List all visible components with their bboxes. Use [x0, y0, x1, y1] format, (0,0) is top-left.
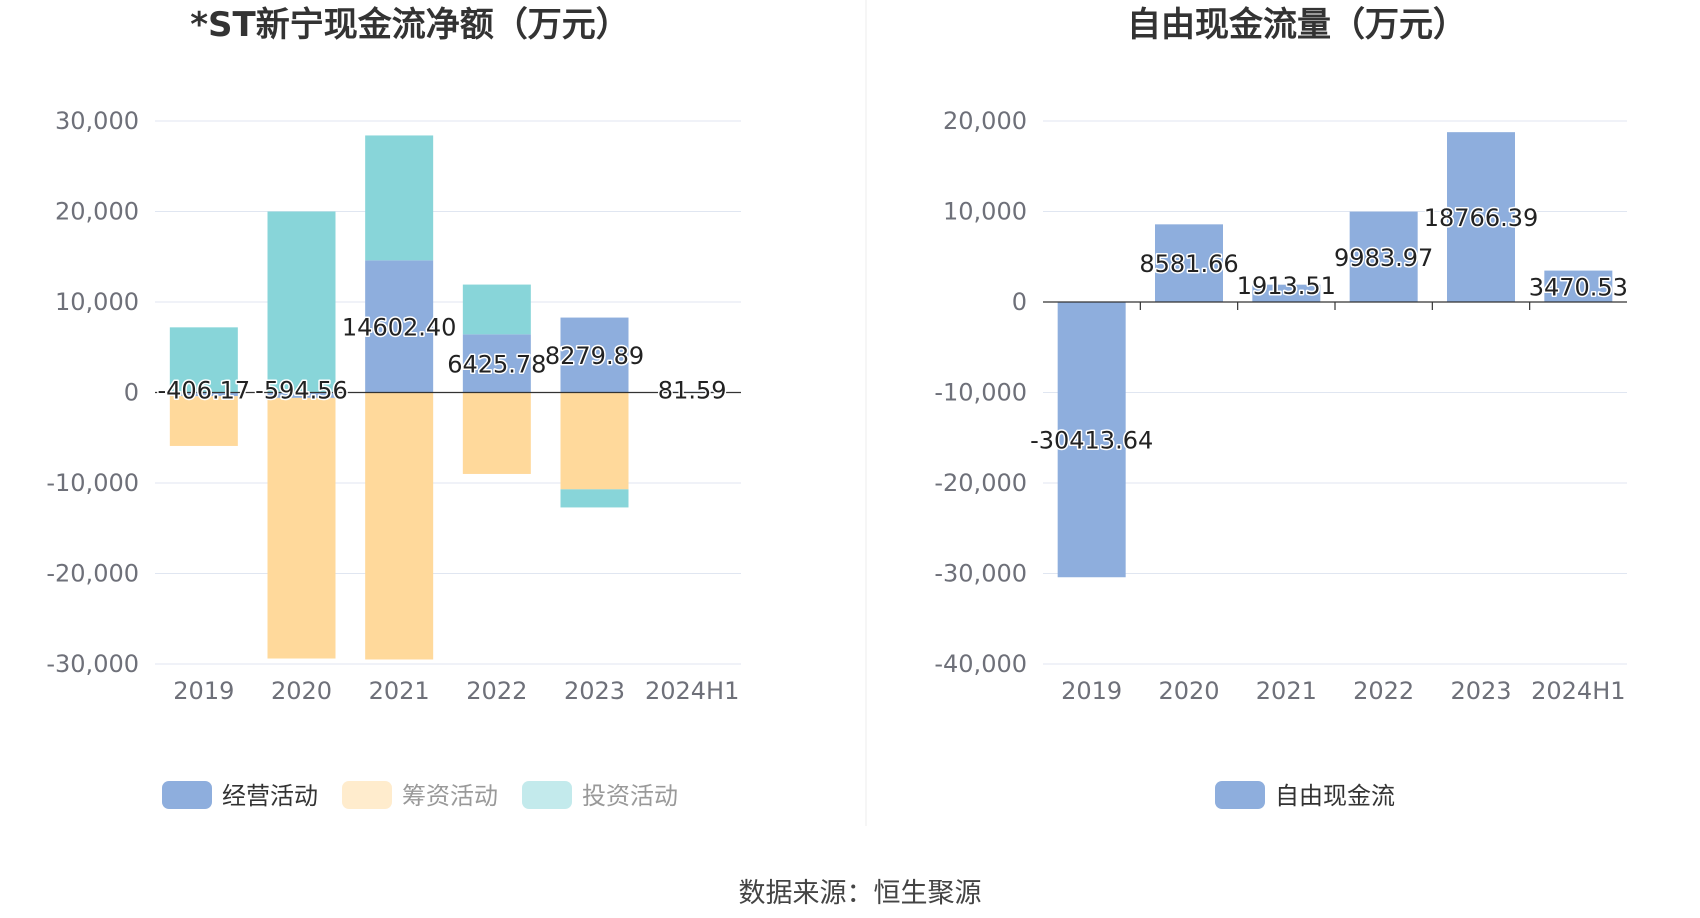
legend-label[interactable]: 自由现金流: [1275, 782, 1395, 810]
net-cash-flow-chart: *ST新宁现金流净额（万元） 30,000 20,000 10,000 0 -10,00…: [46, 5, 741, 810]
bar---2021[interactable]: [365, 392, 434, 660]
y-tick-label: -10,000: [46, 469, 139, 497]
bar-2020[interactable]: [1155, 224, 1223, 302]
bar---2020[interactable]: [267, 211, 336, 393]
legend-swatch[interactable]: [162, 781, 212, 809]
data-label-2019: -406.17: [158, 377, 251, 405]
free-cash-flow-legend[interactable]: 自由现金流: [1215, 781, 1395, 810]
data-source-note: 数据来源：恒生聚源: [739, 878, 982, 909]
y-tick-label: 20,000: [55, 198, 139, 226]
data-label-2022: 6425.78: [447, 350, 546, 378]
bar-2021[interactable]: [1252, 284, 1321, 302]
free-cash-flow-grid: 20,000 10,000 0 -10,000 -20,000 -30,000 -40,00…: [934, 107, 1627, 678]
x-tick-label: 2023: [1450, 677, 1511, 705]
data-label-2021: 14602.40: [342, 313, 457, 341]
data-label-2024h1: 81.59: [658, 377, 727, 405]
bar---2021[interactable]: [365, 260, 434, 393]
y-tick-label: 20,000: [943, 107, 1027, 135]
net-cash-flow-legend[interactable]: 经营活动 筹资活动 投资活动: [162, 781, 678, 810]
data-label-2023: 18766.39: [1424, 204, 1539, 232]
x-tick-label: 2021: [369, 677, 430, 705]
y-tick-label: 0: [124, 379, 139, 407]
bar---2019[interactable]: [169, 392, 238, 397]
y-tick-label: 10,000: [943, 198, 1027, 226]
net-cash-flow-bars: [169, 135, 727, 660]
y-tick-label: 30,000: [55, 107, 139, 135]
bar-2022[interactable]: [1349, 211, 1418, 302]
data-label-2020: 8581.66: [1139, 250, 1238, 278]
bar---2020[interactable]: [267, 397, 336, 659]
bar---2023[interactable]: [560, 392, 629, 490]
y-tick-label: 10,000: [55, 288, 139, 316]
free-cash-flow-bars: [1057, 132, 1613, 578]
bar---2022[interactable]: [462, 392, 531, 474]
data-label-2019: -30413.64: [1030, 427, 1153, 455]
bar---2023[interactable]: [560, 317, 629, 393]
legend-label[interactable]: 筹资活动: [402, 782, 498, 810]
x-tick-label: 2019: [1061, 677, 1122, 705]
legend-item-2[interactable]: 筹资活动: [342, 781, 498, 810]
y-tick-label: -40,000: [934, 650, 1027, 678]
y-tick-label: 0: [1012, 288, 1027, 316]
free-cash-flow-axis: 2019 2020 2021 2022 2023 2024H1: [1043, 301, 1627, 705]
x-tick-label: 2022: [466, 677, 527, 705]
y-tick-label: -30,000: [934, 560, 1027, 588]
data-label-2024h1: 3470.53: [1529, 273, 1628, 301]
legend-swatch[interactable]: [342, 781, 392, 809]
x-tick-label: 2020: [1158, 677, 1219, 705]
y-tick-label: -20,000: [934, 469, 1027, 497]
bar---2022[interactable]: [462, 334, 531, 393]
bar-2024h1[interactable]: [1544, 270, 1613, 302]
x-tick-label: 2020: [271, 677, 332, 705]
net-cash-flow-grid: 30,000 20,000 10,000 0 -10,000 -20,000 -30,000: [46, 107, 741, 678]
bar---2019[interactable]: [169, 396, 238, 446]
bar---2023[interactable]: [560, 489, 629, 508]
x-tick-label: 2024H1: [645, 677, 739, 705]
legend-swatch[interactable]: [1215, 781, 1265, 809]
data-label-2022: 9983.97: [1334, 244, 1433, 272]
x-tick-label: 2021: [1256, 677, 1317, 705]
legend-swatch[interactable]: [522, 781, 572, 809]
data-label-2023: 8279.89: [545, 342, 644, 370]
y-tick-label: -20,000: [46, 560, 139, 588]
free-cash-flow-title: 自由现金流量（万元）: [1127, 5, 1467, 45]
legend-item-1[interactable]: 自由现金流: [1215, 781, 1395, 810]
legend-label[interactable]: 经营活动: [222, 782, 318, 810]
legend-label[interactable]: 投资活动: [582, 782, 678, 810]
bar---2020[interactable]: [267, 392, 336, 398]
legend-item-3[interactable]: 投资活动: [522, 781, 678, 810]
free-cash-flow-chart: 自由现金流量（万元） 20,00010,0000-10,000-20,000-3…: [934, 5, 1630, 810]
bar---2021[interactable]: [365, 135, 434, 261]
x-tick-label: 2022: [1353, 677, 1414, 705]
legend-item-1[interactable]: 经营活动: [162, 781, 318, 810]
data-label-2020: -594.56: [255, 377, 348, 405]
y-tick-label: -30,000: [46, 650, 139, 678]
x-tick-label: 2023: [564, 677, 625, 705]
y-tick-label: -10,000: [934, 379, 1027, 407]
x-tick-label: 2019: [173, 677, 234, 705]
bar---2019[interactable]: [169, 327, 238, 393]
net-cash-flow-title: *ST新宁现金流净额（万元）: [190, 5, 629, 45]
bar-2019[interactable]: [1057, 302, 1126, 578]
bar-2023[interactable]: [1447, 132, 1515, 302]
data-label-2021: 1913.51: [1237, 272, 1336, 300]
net-cash-flow-axis: 2019 2020 2021 2022 2023 2024H1: [155, 391, 741, 705]
x-tick-label: 2024H1: [1531, 677, 1625, 705]
bar---2022[interactable]: [462, 284, 531, 335]
